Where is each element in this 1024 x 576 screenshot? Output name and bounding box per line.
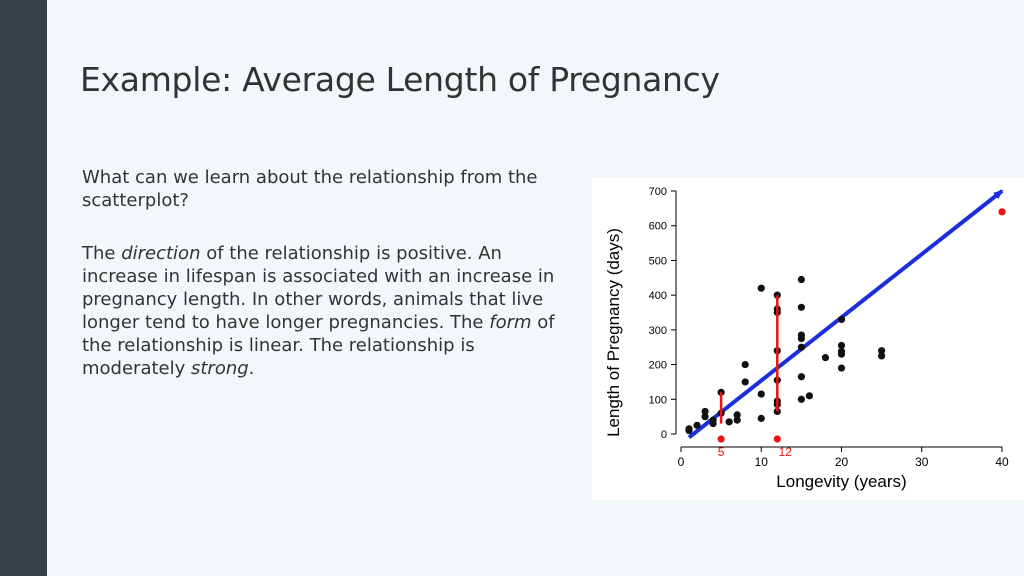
data-point [773,291,781,299]
data-point [797,334,805,343]
data-point [733,411,741,419]
data-point [685,426,693,435]
y-axis-label: Length of Pregnancy (days) [604,228,623,437]
data-point [837,341,846,350]
range-axis-marker [773,435,781,443]
outlier-point [998,208,1006,216]
x-tick-label: 30 [915,455,929,469]
data-point [701,407,709,416]
answer-segment: . [248,358,255,379]
data-point [797,343,805,351]
slide-body: What can we learn about the relationship… [82,166,582,410]
x-tick-label: 0 [678,455,685,469]
x-tick-label: 40 [995,455,1009,469]
y-tick-label: 200 [649,360,667,372]
slide-title: Example: Average Length of Pregnancy [80,60,720,99]
trend-line [687,189,1004,440]
data-point [693,421,701,429]
x-tick-label: 20 [835,455,849,469]
emphasized-term: strong [190,358,249,379]
data-point [733,416,741,424]
y-tick-label: 100 [649,394,667,406]
emphasized-term: form [489,312,532,333]
range-label: 12 [779,445,793,459]
data-point [821,354,830,362]
answer-text: The direction of the relationship is pos… [82,242,582,380]
data-point [878,352,886,360]
data-point [797,395,805,403]
data-point [701,413,709,421]
answer-segment: The [82,243,122,264]
data-point [709,419,717,428]
scatterplot: 0 100 200 300 400 500 600 700 0 10 20 30 40 Longevity… [604,186,1009,491]
data-point [741,378,749,386]
data-point [725,418,733,426]
data-point [797,373,805,381]
emphasized-term: direction [121,243,201,264]
y-tick-label: 500 [649,255,667,267]
question-text: What can we learn about the relationship… [82,167,538,211]
range-label: 5 [718,445,725,459]
data-point [757,414,765,422]
data-point [797,275,805,284]
data-point [878,347,886,355]
data-point [717,388,725,396]
data-point [757,390,765,398]
answer-segment: of the relationship is positive. An incr… [82,243,555,333]
data-point [837,350,846,358]
data-point [837,364,846,372]
scatterplot-panel: 0 100 200 300 400 500 600 700 0 10 20 30 40 Longevity… [592,178,1024,500]
answer-segment: of the relationship is linear. The relat… [82,312,555,379]
sidebar-accent-bar [0,0,47,576]
y-tick-label: 700 [649,186,667,198]
y-tick-label: 0 [661,429,667,441]
data-point [805,392,813,400]
data-point [837,315,846,324]
x-tick-label: 10 [755,455,769,469]
x-axis-label: Longevity (years) [776,472,906,491]
data-point [797,303,805,311]
data-point [757,284,765,292]
y-tick-label: 400 [649,290,667,302]
y-tick-label: 300 [649,325,667,337]
y-tick-label: 600 [649,221,667,233]
range-axis-marker [717,435,725,443]
data-point [741,360,749,369]
